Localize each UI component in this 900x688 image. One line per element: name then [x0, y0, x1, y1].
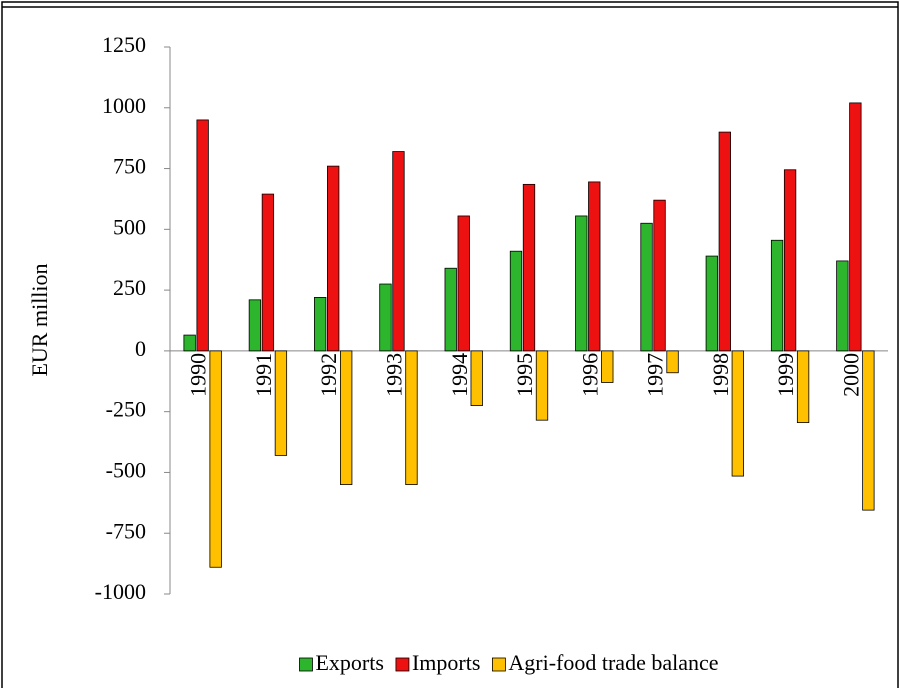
- y-tick-label: 1000: [102, 93, 146, 118]
- y-tick-label: -500: [106, 457, 146, 482]
- bar: [718, 131, 731, 352]
- bar: [731, 350, 744, 477]
- y-tick-label: -750: [106, 518, 146, 543]
- bar: [379, 283, 392, 352]
- x-tick-label: 1999: [773, 353, 798, 397]
- x-tick-label: 1998: [708, 353, 733, 397]
- y-tick-label: -1000: [95, 579, 146, 604]
- bar: [509, 250, 523, 352]
- bar: [862, 350, 875, 511]
- x-tick-label: 2000: [838, 353, 863, 397]
- bar: [327, 165, 340, 352]
- y-tick-label: 750: [113, 154, 146, 179]
- legend-label: Imports: [412, 650, 480, 675]
- bar: [274, 350, 288, 456]
- bar: [444, 267, 457, 352]
- bar: [470, 350, 483, 406]
- bar: [770, 239, 784, 352]
- bar: [796, 350, 810, 424]
- y-tick-label: 0: [135, 336, 146, 361]
- x-tick-label: 1995: [512, 353, 537, 397]
- bar: [261, 193, 275, 352]
- legend-label: Agri-food trade balance: [508, 650, 718, 675]
- x-tick-label: 1992: [316, 353, 341, 397]
- y-tick-label: 250: [113, 275, 146, 300]
- bar: [601, 350, 614, 383]
- legend-swatch: [299, 657, 313, 672]
- bar: [705, 255, 718, 352]
- x-tick-label: 1990: [186, 353, 211, 397]
- y-tick-label: 500: [113, 214, 146, 239]
- bar: [457, 215, 470, 352]
- bar: [535, 350, 549, 421]
- bar: [575, 215, 588, 352]
- bar: [314, 297, 327, 352]
- bar: [196, 119, 209, 352]
- x-tick-label: 1997: [643, 353, 668, 397]
- bar: [405, 350, 418, 485]
- bar: [836, 260, 849, 352]
- bar: [666, 350, 679, 374]
- legend-swatch: [491, 657, 506, 672]
- x-tick-label: 1994: [447, 353, 472, 397]
- x-tick-label: 1991: [251, 353, 276, 397]
- bar: [783, 169, 797, 352]
- bar: [183, 334, 196, 352]
- bar: [340, 350, 353, 485]
- bar: [392, 151, 405, 352]
- y-axis-label: EUR million: [27, 263, 52, 376]
- x-tick-label: 1996: [577, 353, 602, 397]
- y-tick-label: 1250: [102, 32, 146, 57]
- y-tick-label: -250: [106, 397, 146, 422]
- bar: [209, 350, 222, 568]
- bar: [640, 222, 653, 352]
- bar: [248, 299, 262, 352]
- bar: [588, 181, 601, 352]
- bar: [653, 199, 666, 352]
- bar: [849, 102, 862, 352]
- bar: [522, 183, 536, 352]
- x-tick-label: 1993: [382, 353, 407, 397]
- legend-label: Exports: [315, 650, 383, 675]
- legend-swatch: [395, 657, 410, 672]
